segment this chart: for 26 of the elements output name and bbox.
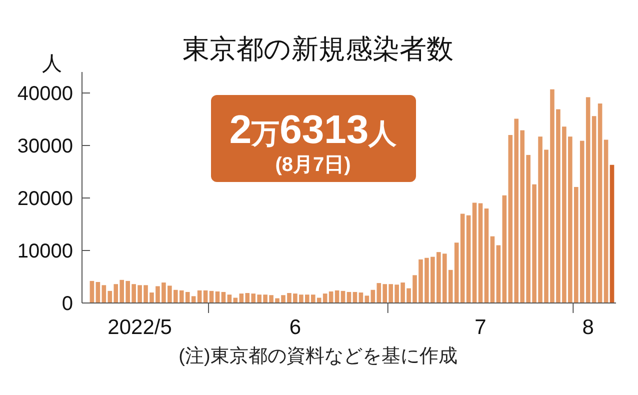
y-tick-label: 40000 xyxy=(17,83,73,105)
x-tick-label: 2022/5 xyxy=(108,316,172,339)
y-tick-label: 20000 xyxy=(17,188,73,210)
y-tick-label: 30000 xyxy=(17,136,73,158)
bar xyxy=(610,164,614,303)
bar xyxy=(472,202,477,303)
annotation: (8月7日) xyxy=(275,154,351,176)
annotation: 2万6313人 xyxy=(229,108,398,152)
y-tick-label: 10000 xyxy=(17,240,73,262)
bar xyxy=(490,236,495,303)
bar xyxy=(466,215,471,303)
y-tick-label: 0 xyxy=(62,293,73,315)
bar xyxy=(604,140,608,303)
y-axis-title: 人 xyxy=(42,53,62,75)
bar xyxy=(90,280,94,303)
text: (注)東京都の資料などを基に作成 xyxy=(178,345,458,367)
x-tick-label: 8 xyxy=(582,316,594,339)
bar xyxy=(598,104,602,303)
x-tick-label: 6 xyxy=(289,316,302,339)
x-tick-label: 7 xyxy=(474,316,486,339)
chart-title: 東京都の新規感染者数 xyxy=(182,34,454,64)
bar xyxy=(96,282,100,303)
bar xyxy=(478,203,483,303)
bar xyxy=(460,214,465,303)
bar xyxy=(484,208,489,303)
bar xyxy=(496,245,501,303)
